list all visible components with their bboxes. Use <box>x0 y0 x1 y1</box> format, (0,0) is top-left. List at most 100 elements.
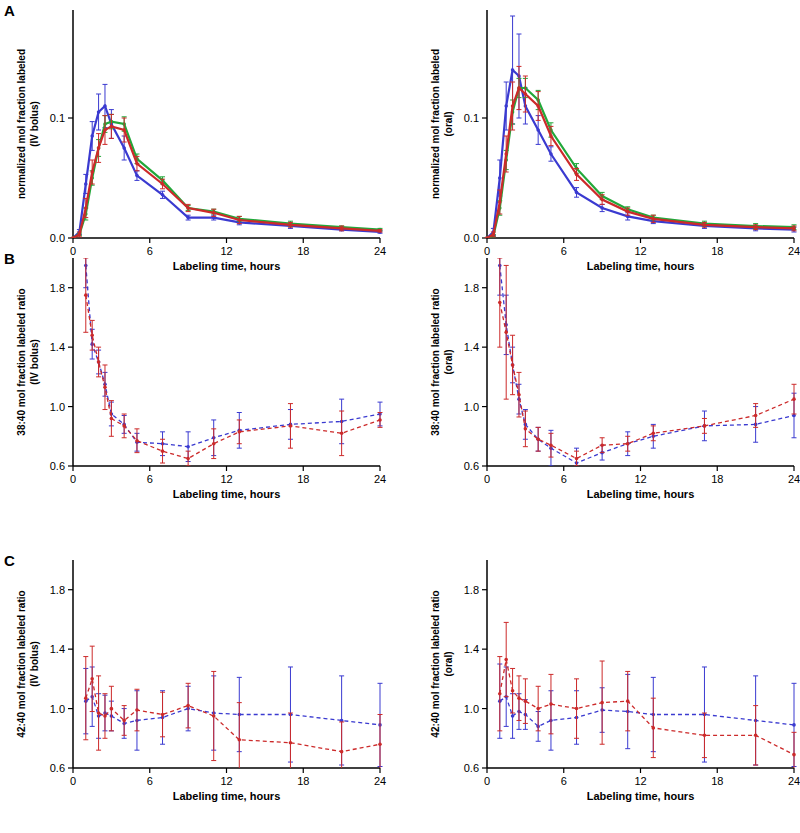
point <box>517 86 521 90</box>
error-bar-cap <box>122 116 127 117</box>
error-bar-cap <box>523 112 528 113</box>
y-tick <box>68 589 73 590</box>
y-tick-label: 1.0 <box>464 401 479 413</box>
error-bar-cap <box>625 748 630 749</box>
error-bar-cap <box>109 114 114 115</box>
y-axis-line <box>72 258 74 466</box>
point <box>378 742 382 746</box>
error-bar-cap <box>753 230 758 231</box>
y-tick <box>482 589 487 590</box>
error-bar-cap <box>160 179 165 180</box>
point <box>161 182 165 186</box>
error-bar-cap <box>536 730 541 731</box>
point <box>237 738 241 742</box>
error-bar-cap <box>134 180 139 181</box>
point <box>97 146 101 150</box>
error-bar-cap <box>102 115 107 116</box>
y-axis-label: (IV bolus) <box>29 641 40 687</box>
error-bar <box>160 692 165 737</box>
x-tick-label: 18 <box>711 473 723 485</box>
error-bar <box>702 667 707 762</box>
x-tick-label: 0 <box>484 245 490 257</box>
error-bar-cap <box>134 750 139 751</box>
point <box>626 699 630 703</box>
point <box>504 658 508 662</box>
point <box>237 430 241 434</box>
point <box>186 457 190 461</box>
panel-label: B <box>4 250 15 267</box>
x-tick-label: 24 <box>788 775 800 787</box>
error-bar-cap <box>651 677 656 678</box>
y-tick-label: 0.6 <box>50 460 65 472</box>
error-bar-cap <box>600 452 605 453</box>
y-tick <box>482 465 487 466</box>
point <box>600 701 604 705</box>
error-bar-cap <box>523 723 528 724</box>
point <box>110 707 114 711</box>
point <box>536 437 540 441</box>
point <box>161 449 165 453</box>
error-bar-cap <box>339 721 344 722</box>
y-tick-label: 0.0 <box>50 232 65 244</box>
y-axis-label: normalized mol fraction labeled <box>16 49 27 199</box>
x-tick-label: 0 <box>70 245 76 257</box>
point <box>651 217 655 221</box>
y-tick-label: 1.0 <box>50 703 65 715</box>
x-axis-label: Labeling time, hours <box>173 260 281 272</box>
error-bar-cap <box>574 738 579 739</box>
y-axis-label: (oral) <box>443 652 454 677</box>
error-bar <box>536 427 541 451</box>
error-bar-cap <box>504 82 509 83</box>
error-bar <box>288 222 293 227</box>
error-bar-cap <box>83 739 88 740</box>
y-tick <box>482 406 487 407</box>
x-tick <box>793 238 794 243</box>
x-tick-label: 6 <box>147 775 153 787</box>
error-bar-cap <box>160 176 165 177</box>
error-bar-cap <box>753 705 758 706</box>
x-tick <box>149 768 150 773</box>
error-bar-cap <box>651 222 656 223</box>
error-bar-cap <box>536 451 541 452</box>
error-bar-cap <box>516 118 521 119</box>
error-bar-stem <box>341 722 342 768</box>
y-tick-label: 0.6 <box>464 460 479 472</box>
point <box>524 699 528 703</box>
error-bar-cap <box>237 702 242 703</box>
error-bar-cap <box>160 191 165 192</box>
error-bar-cap <box>497 730 502 731</box>
error-bar-cap <box>122 414 127 415</box>
error-bar <box>237 216 242 223</box>
x-tick-label: 24 <box>374 473 386 485</box>
series-line <box>500 303 794 459</box>
error-bar-cap <box>109 730 114 731</box>
point <box>122 424 126 428</box>
error-bar-cap <box>753 442 758 443</box>
error-bar <box>288 713 293 768</box>
error-bar-cap <box>134 730 139 731</box>
error-bar-cap <box>792 226 797 227</box>
error-bar-cap <box>211 428 216 429</box>
error-bar-cap <box>510 738 515 739</box>
x-axis-label: Labeling time, hours <box>587 260 695 272</box>
error-bar-cap <box>702 757 707 758</box>
error-bar <box>122 118 127 142</box>
error-bar-cap <box>510 713 515 714</box>
error-bar-cap <box>600 204 605 205</box>
error-bar-cap <box>160 692 165 693</box>
error-bar-cap <box>792 230 797 231</box>
point <box>792 723 796 727</box>
error-bar <box>504 622 509 696</box>
error-bar-cap <box>96 130 101 131</box>
point <box>110 417 114 421</box>
y-axis-label: 42:40 mol fraction labeled ratio <box>430 590 441 737</box>
error-bar <box>600 438 605 453</box>
error-bar-cap <box>702 440 707 441</box>
error-bar-cap <box>378 714 383 715</box>
point <box>536 128 540 132</box>
y-tick-label: 0.0 <box>464 232 479 244</box>
error-bar <box>237 420 242 444</box>
error-bar <box>702 411 707 441</box>
error-bar <box>288 404 293 449</box>
error-bar-cap <box>523 76 528 77</box>
